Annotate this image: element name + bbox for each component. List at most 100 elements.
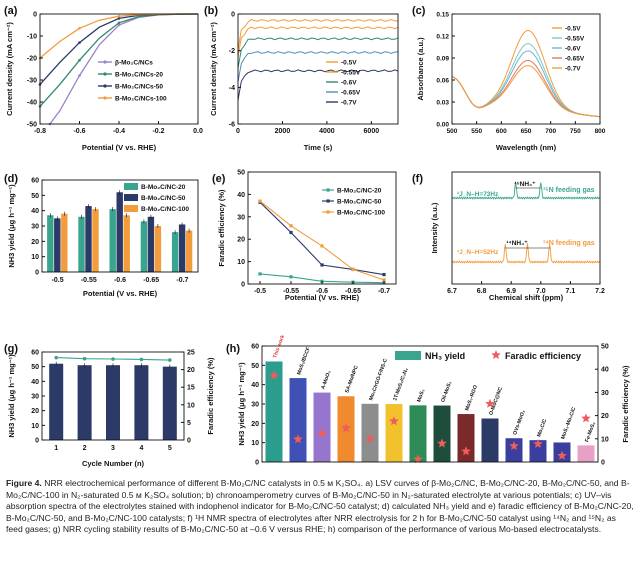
nmr-annotation: ¹J_N–H=73Hz [457, 191, 499, 198]
bar [54, 218, 61, 272]
panel-label: (e) [212, 173, 226, 185]
legend-marker [103, 72, 107, 76]
y2-tick-label: 40 [601, 367, 609, 374]
x-tick-label: -0.5 [254, 288, 266, 295]
x-tick-label: 5 [168, 445, 172, 452]
x-tick-label: 2 [83, 445, 87, 452]
x-tick-label: 7.0 [536, 288, 546, 295]
comparison-bar [505, 438, 523, 462]
fe-marker [54, 355, 58, 360]
x-tick-label: -0.4 [113, 128, 125, 135]
y2-axis-label: Faradic efficiency (%) [621, 365, 630, 443]
y2-tick-label: 5 [187, 420, 191, 427]
legend-marker [103, 60, 107, 64]
legend-label: B-Mo₂C/NCs-20 [115, 72, 163, 79]
nmr-spectrum [451, 181, 601, 200]
legend-swatch [395, 351, 421, 360]
cycle-bar [134, 365, 149, 440]
panel-label: (g) [4, 343, 18, 355]
comparison-bar [481, 418, 499, 462]
y-tick-label: 40 [31, 208, 39, 215]
bar [47, 215, 54, 272]
fe-star [485, 398, 495, 408]
bar [140, 221, 148, 272]
x-tick-label: 700 [545, 128, 556, 135]
comparison-bar [385, 404, 403, 462]
nmr-annotation: ¹⁴NH₄⁺ [506, 240, 528, 247]
y-axis-label: Current density (mA cm⁻²) [5, 22, 14, 116]
y-tick-label: 20 [31, 239, 39, 246]
bar-label: MoS₂-Mo₂C/C [560, 406, 577, 440]
legend-label: -0.65V [565, 56, 585, 63]
y2-tick-label: 0 [187, 438, 191, 445]
uv-curve [451, 65, 601, 118]
lsv-marker [117, 17, 121, 20]
x-axis-label: Potential (V vs. RHE) [83, 289, 158, 298]
x-tick-label: 600 [496, 128, 507, 135]
figure-caption: Figure 4. NRR electrochemical performanc… [6, 478, 634, 536]
fe-marker [382, 278, 386, 282]
legend-marker [326, 199, 330, 203]
x-axis-label: Potential (V vs. RHE) [285, 293, 360, 302]
cycle-bar [106, 365, 120, 440]
y-tick-label: 0.00 [436, 122, 449, 129]
x-tick-label: -0.65 [345, 288, 361, 295]
legend-label: B-Mo₂C/NCs-100 [115, 96, 167, 103]
bar [116, 192, 123, 272]
x-tick-label: -0.6 [316, 288, 328, 295]
ca-curve [237, 69, 399, 101]
y-tick-label: 20 [251, 421, 259, 428]
legend-label: B-Mo₂C/NC-50 [337, 199, 382, 206]
y-axis-label: NH3 yield (μg h⁻¹ mg⁻¹) [7, 354, 16, 438]
y-tick-label: 50 [237, 170, 245, 177]
panel-label: (f) [412, 173, 423, 185]
legend-label: NH₃ yield [425, 351, 465, 361]
legend-star [491, 350, 501, 359]
y-tick-label: 0 [241, 282, 245, 289]
bar-label: Mo₂C/rGO-F/NS-C [368, 358, 389, 402]
x-tick-label: -0.2 [152, 128, 164, 135]
bar-label: This work [272, 334, 286, 359]
x-tick-label: 800 [595, 128, 606, 135]
ca-curve [237, 18, 399, 50]
figure-canvas: (a)-0.8 -0.6 -0.4 -0.2 0.00-10-20-30-40-50β-… [4, 5, 630, 468]
comparison-bar [361, 403, 379, 462]
bar [171, 232, 179, 272]
comparison-bar [313, 392, 331, 462]
y-tick-label: 10 [251, 440, 259, 447]
x-tick-label: 550 [471, 128, 482, 135]
fe-star [581, 413, 591, 423]
legend-label: -0.5V [341, 60, 357, 67]
fe-star [413, 454, 423, 464]
nmr-annotation: ¹J_N–H=52Hz [457, 249, 499, 256]
fe-marker [289, 224, 293, 228]
y-tick-label: 10 [237, 259, 245, 266]
fe-marker [139, 357, 144, 362]
x-tick-label: 6000 [364, 128, 380, 135]
x-tick-label: 650 [521, 128, 532, 135]
x-tick-label: 0 [236, 128, 240, 135]
bar-label: A-MoO₃ [320, 369, 332, 390]
y-tick-label: -10 [27, 34, 37, 41]
y2-tick-label: 30 [601, 390, 609, 397]
x-axis-label: Time (s) [304, 143, 333, 152]
x-tick-label: 4000 [319, 128, 335, 135]
legend-label: B-Mo₂C/NC-100 [141, 206, 189, 213]
x-axis-label: Potential (V vs. RHE) [82, 143, 157, 152]
legend-marker [103, 84, 107, 88]
legend-label: -0.55V [341, 70, 361, 77]
y2-tick-label: 20 [187, 367, 195, 374]
x-tick-label: -0.8 [34, 128, 46, 135]
legend-marker [326, 210, 330, 214]
x-tick-label: 500 [447, 128, 458, 135]
y-tick-label: 60 [31, 350, 39, 357]
y-tick-label: 0 [35, 270, 39, 277]
x-tick-label: -0.65 [143, 277, 159, 284]
bar [147, 216, 155, 272]
fe-star [437, 438, 447, 448]
y-tick-label: -50 [27, 122, 37, 129]
y-axis-label: Absorbance (a.u.) [416, 37, 425, 101]
y-axis-label: NH3 yield (μg h⁻¹ mg⁻¹) [7, 184, 16, 268]
legend-label: -0.55V [565, 36, 585, 43]
comparison-bar [433, 405, 451, 462]
